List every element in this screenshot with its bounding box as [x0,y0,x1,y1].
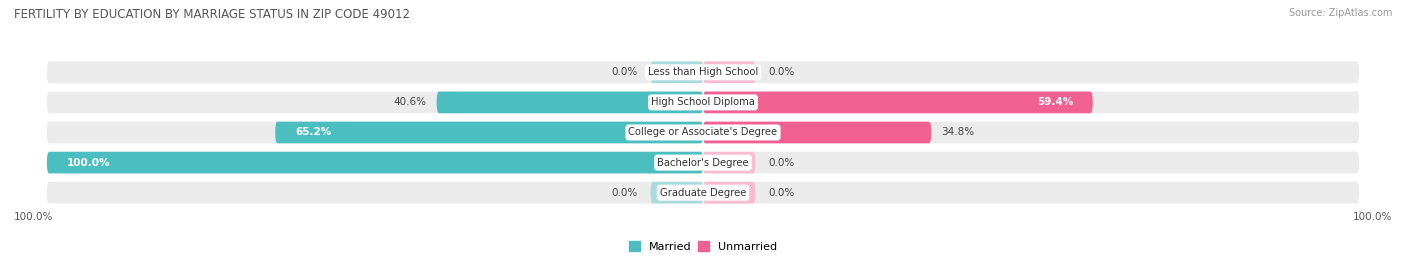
FancyBboxPatch shape [703,152,755,173]
Text: Bachelor's Degree: Bachelor's Degree [657,158,749,168]
FancyBboxPatch shape [46,182,1360,203]
FancyBboxPatch shape [276,122,703,143]
Text: Source: ZipAtlas.com: Source: ZipAtlas.com [1288,8,1392,18]
FancyBboxPatch shape [703,61,755,83]
Text: 0.0%: 0.0% [769,158,794,168]
Text: 100.0%: 100.0% [66,158,110,168]
Text: FERTILITY BY EDUCATION BY MARRIAGE STATUS IN ZIP CODE 49012: FERTILITY BY EDUCATION BY MARRIAGE STATU… [14,8,411,21]
Text: 100.0%: 100.0% [14,212,53,222]
FancyBboxPatch shape [437,92,703,113]
Text: 0.0%: 0.0% [769,67,794,77]
Text: 100.0%: 100.0% [1353,212,1392,222]
Text: 0.0%: 0.0% [612,67,637,77]
Text: 40.6%: 40.6% [394,97,427,107]
FancyBboxPatch shape [703,122,931,143]
Text: 65.2%: 65.2% [295,128,332,137]
FancyBboxPatch shape [651,61,703,83]
FancyBboxPatch shape [46,122,1360,143]
Legend: Married, Unmarried: Married, Unmarried [630,241,776,252]
FancyBboxPatch shape [703,92,1092,113]
Text: High School Diploma: High School Diploma [651,97,755,107]
Text: Less than High School: Less than High School [648,67,758,77]
FancyBboxPatch shape [46,92,1360,113]
Text: Graduate Degree: Graduate Degree [659,188,747,198]
Text: 0.0%: 0.0% [612,188,637,198]
FancyBboxPatch shape [46,152,1360,173]
FancyBboxPatch shape [46,152,703,173]
FancyBboxPatch shape [46,61,1360,83]
Text: 34.8%: 34.8% [941,128,974,137]
FancyBboxPatch shape [703,182,755,203]
Text: 0.0%: 0.0% [769,188,794,198]
Text: 59.4%: 59.4% [1036,97,1073,107]
Text: College or Associate's Degree: College or Associate's Degree [628,128,778,137]
FancyBboxPatch shape [651,182,703,203]
